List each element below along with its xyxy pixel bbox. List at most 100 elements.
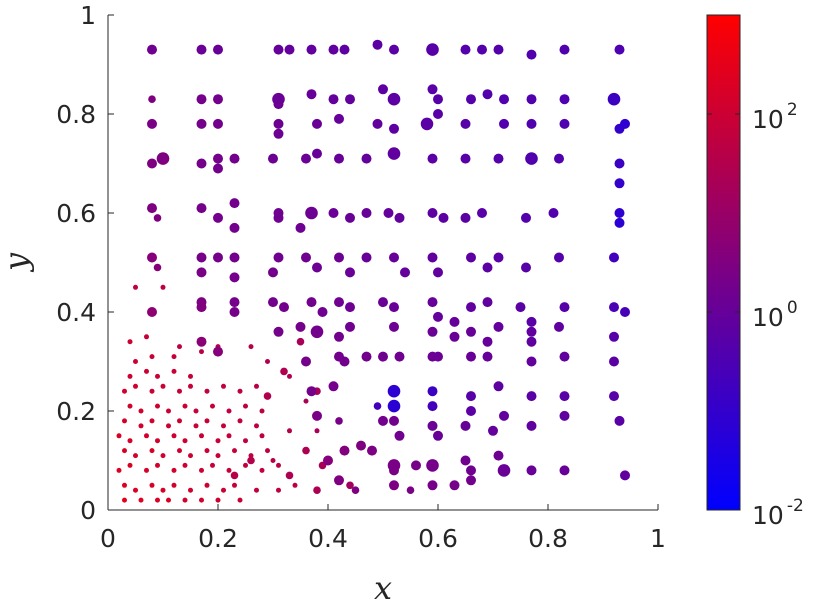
scatter-point-52 xyxy=(243,438,248,444)
scatter-point-139 xyxy=(213,212,223,223)
x-tick-label-1: 0.2 xyxy=(198,524,238,553)
scatter-point-222 xyxy=(548,208,559,218)
scatter-point-235 xyxy=(427,252,438,263)
scatter-point-117 xyxy=(346,481,354,490)
scatter-point-178 xyxy=(499,94,509,105)
scatter-point-281 xyxy=(394,351,405,362)
scatter-point-16 xyxy=(232,482,237,488)
scatter-point-315 xyxy=(323,455,333,466)
scatter-point-246 xyxy=(317,307,328,317)
scatter-point-214 xyxy=(361,208,372,218)
y-tick-label-2: 0.4 xyxy=(56,298,96,327)
scatter-point-299 xyxy=(526,391,537,402)
scatter-point-93 xyxy=(144,334,149,340)
scatter-point-320 xyxy=(389,465,399,476)
scatter-point-105 xyxy=(287,428,292,434)
scatter-point-336 xyxy=(466,475,476,486)
scatter-point-252 xyxy=(433,311,443,322)
colorbar-tick-base-1: 10 xyxy=(752,303,784,332)
scatter-point-245 xyxy=(306,297,317,308)
scatter-point-307 xyxy=(427,420,438,431)
scatter-point-69 xyxy=(193,408,199,414)
scatter-point-106 xyxy=(230,471,239,480)
scatter-point-279 xyxy=(361,351,372,362)
scatter-point-180 xyxy=(559,94,570,105)
scatter-point-183 xyxy=(273,128,284,139)
scatter-point-325 xyxy=(493,450,504,461)
scatter-point-78 xyxy=(177,388,182,394)
scatter-point-121 xyxy=(147,158,157,169)
scatter-point-21 xyxy=(127,462,133,468)
scatter-point-321 xyxy=(411,460,421,471)
scatter-point-238 xyxy=(482,262,493,273)
scatter-point-18 xyxy=(276,487,281,493)
scatter-point-154 xyxy=(284,44,295,55)
scatter-point-209 xyxy=(273,212,284,223)
scatter-point-88 xyxy=(188,373,193,379)
scatter-point-59 xyxy=(193,423,199,429)
scatter-point-92 xyxy=(127,339,133,345)
scatter-point-268 xyxy=(466,326,476,337)
scatter-point-89 xyxy=(133,359,138,364)
scatter-point-135 xyxy=(213,153,223,164)
colorbar-tick-label-2: 10 2 xyxy=(752,100,798,134)
scatter-point-81 xyxy=(221,383,226,389)
scatter-point-56 xyxy=(149,418,155,424)
scatter-point-322 xyxy=(426,459,439,472)
scatter-point-44 xyxy=(127,438,133,444)
scatter-point-143 xyxy=(213,252,223,263)
scatter-point-213 xyxy=(345,212,355,223)
scatter-point-104 xyxy=(270,458,276,463)
scatter-point-308 xyxy=(433,430,443,441)
scatter-point-153 xyxy=(273,44,284,55)
scatter-point-70 xyxy=(210,403,215,409)
scatter-point-212 xyxy=(328,208,339,218)
scatter-point-219 xyxy=(460,212,471,223)
scatter-point-316 xyxy=(339,445,350,456)
scatter-point-182 xyxy=(273,118,284,129)
scatter-point-286 xyxy=(526,356,537,367)
scatter-point-181 xyxy=(607,92,621,106)
scatter-point-175 xyxy=(433,94,443,105)
scatter-point-65 xyxy=(138,408,144,414)
scatter-point-266 xyxy=(427,326,438,337)
scatter-point-47 xyxy=(171,433,177,439)
scatter-point-25 xyxy=(182,462,188,468)
scatter-point-179 xyxy=(526,94,537,105)
scatter-point-294 xyxy=(427,386,438,397)
scatter-point-30 xyxy=(259,467,265,473)
scatter-point-162 xyxy=(477,44,487,55)
scatter-point-80 xyxy=(204,388,210,394)
scatter-point-116 xyxy=(313,486,321,495)
scatter-point-22 xyxy=(144,467,149,473)
scatter-point-41 xyxy=(248,453,254,459)
scatter-point-243 xyxy=(268,297,278,308)
scatter-point-128 xyxy=(196,44,207,55)
scatter-point-136 xyxy=(229,153,240,164)
scatter-point-5 xyxy=(199,497,204,503)
scatter-point-186 xyxy=(372,118,383,129)
scatter-point-236 xyxy=(433,267,443,278)
scatter-point-55 xyxy=(138,423,144,429)
scatter-point-215 xyxy=(383,208,394,218)
scatter-point-152 xyxy=(196,336,207,347)
scatter-point-239 xyxy=(493,252,504,263)
scatter-point-156 xyxy=(328,44,339,55)
scatter-point-195 xyxy=(620,118,630,129)
scatter-point-17 xyxy=(254,487,259,493)
scatter-point-165 xyxy=(559,44,570,55)
x-tick-label-0: 0 xyxy=(100,524,116,553)
scatter-point-283 xyxy=(433,351,443,362)
scatter-point-237 xyxy=(466,252,476,263)
scatter-point-276 xyxy=(301,356,311,367)
scatter-point-193 xyxy=(559,118,570,129)
scatter-point-173 xyxy=(387,92,401,106)
scatter-point-287 xyxy=(559,351,570,362)
scatter-point-289 xyxy=(306,386,317,397)
scatter-point-300 xyxy=(559,391,570,402)
scatter-point-129 xyxy=(213,44,223,55)
scatter-point-45 xyxy=(144,433,149,439)
scatter-point-225 xyxy=(614,178,625,189)
scatter-point-111 xyxy=(263,392,272,400)
scatter-point-184 xyxy=(312,118,322,129)
